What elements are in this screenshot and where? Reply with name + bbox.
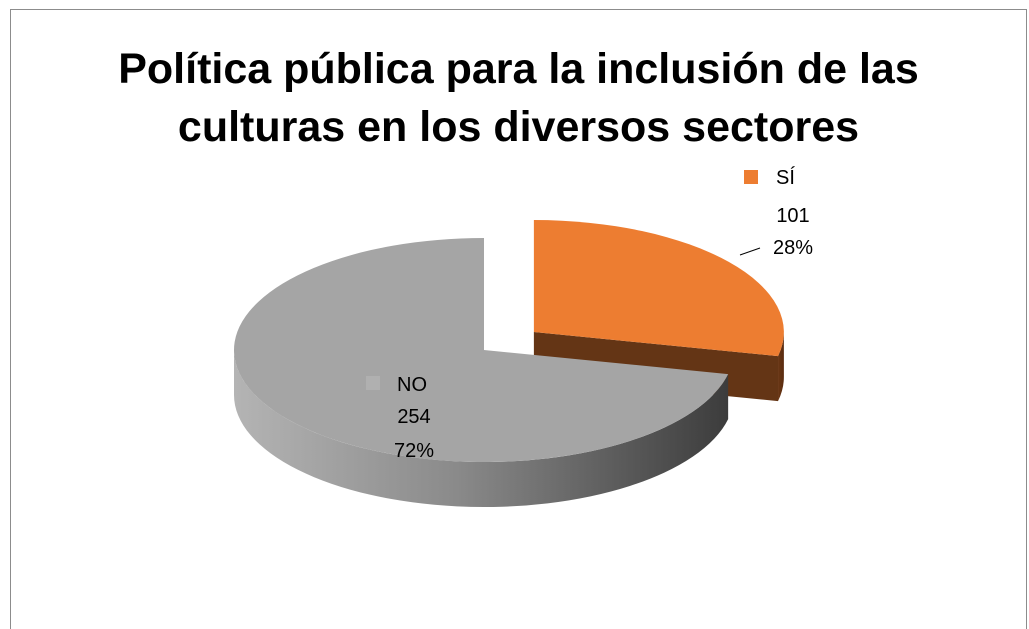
chart-frame [10, 9, 1027, 629]
chart-title: Política pública para la inclusión de la… [10, 40, 1027, 156]
chart-title-line-1: Política pública para la inclusión de la… [118, 45, 919, 93]
pie-slice-si-side [778, 332, 784, 402]
data-label-si-leader [739, 247, 761, 256]
pie-slice-no-top [234, 238, 729, 462]
data-label-si-name: SÍ [776, 166, 795, 189]
legend-key-si [744, 170, 758, 184]
data-label-si-value: 101 [776, 205, 809, 227]
legend-key-no [366, 376, 380, 390]
data-label-no-percent: 72% [394, 440, 434, 462]
pie-slice-no [234, 238, 729, 507]
pie-slice-no-side [234, 350, 729, 507]
chart-title-line-2: culturas en los diversos sectores [177, 103, 860, 151]
data-label-si-percent: 28% [773, 237, 813, 259]
pie-slice-si-top [533, 220, 784, 357]
data-label-no-value: 254 [397, 406, 430, 428]
data-label-no-name: NO [397, 374, 427, 396]
